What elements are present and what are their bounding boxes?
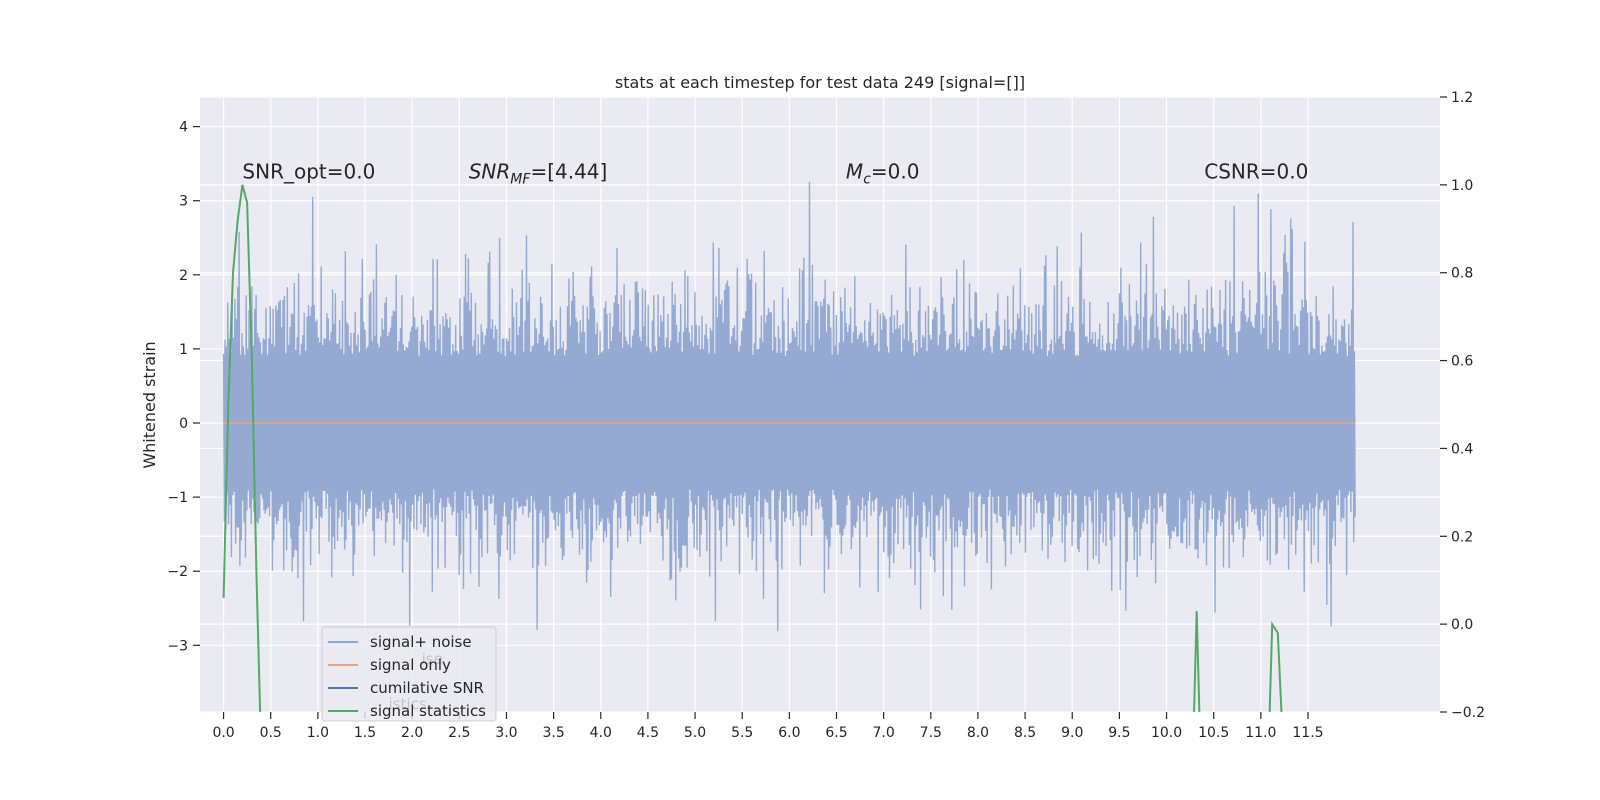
x-tick-label-3: 1.5 [354, 725, 376, 741]
x-tick-label-0: 0.0 [212, 725, 234, 741]
y2-ticks: −0.2 0.0 0.2 0.4 0.6 0.8 1.0 1.2 [1440, 90, 1485, 721]
x-tick-label-4: 2.0 [401, 725, 423, 741]
y2-tick-label-1: 0.0 [1451, 617, 1473, 633]
y2-tick-label-3: 0.4 [1451, 441, 1473, 457]
x-tick-label-5: 2.5 [448, 725, 470, 741]
chart-title: stats at each timestep for test data 249… [615, 73, 1025, 92]
y2-tick-label-5: 0.8 [1451, 266, 1473, 282]
y2-tick-label-6: 1.0 [1451, 178, 1473, 194]
y-tick-label-1: −2 [167, 564, 188, 580]
x-tick-label-2: 1.0 [307, 725, 329, 741]
annotation-2: Mc=0.0 [846, 160, 920, 188]
x-tick-label-13: 6.5 [825, 725, 847, 741]
x-tick-label-8: 4.0 [590, 725, 612, 741]
y2-tick-label-4: 0.6 [1451, 354, 1473, 370]
x-tick-label-21: 10.5 [1198, 725, 1229, 741]
x-tick-label-18: 9.0 [1061, 725, 1083, 741]
y2-tick-label-2: 0.2 [1451, 529, 1473, 545]
y2-tick-label-7: 1.2 [1451, 90, 1473, 106]
x-tick-label-23: 11.5 [1292, 725, 1323, 741]
series-line-0 [222, 181, 1356, 632]
y-tick-label-4: 1 [179, 342, 188, 358]
y-ticks: −3 −2 −1 0 1 2 3 4 [167, 120, 200, 654]
annotation-1: SNRMF=[4.44] [469, 160, 608, 188]
annotation-0: SNR_opt=0.0 [242, 160, 375, 184]
legend-label-1: signal only [370, 656, 451, 674]
series-line-3-seg-1 [1193, 610, 1201, 712]
y-tick-label-2: −1 [167, 490, 188, 506]
y-axis-label: Whitened strain [140, 341, 159, 468]
annotations: SNR_opt=0.0 SNRMF=[4.44] Mc=0.0 CSNR=0.0 [242, 160, 1308, 188]
legend-label-0: signal+ noise [370, 633, 472, 651]
x-tick-label-17: 8.5 [1014, 725, 1036, 741]
x-tick-label-22: 11.0 [1245, 725, 1276, 741]
x-tick-label-1: 0.5 [260, 725, 282, 741]
x-tick-label-12: 6.0 [778, 725, 800, 741]
x-tick-label-14: 7.0 [873, 725, 895, 741]
y-tick-label-5: 2 [179, 268, 188, 284]
x-tick-label-10: 5.0 [684, 725, 706, 741]
y-tick-label-3: 0 [179, 416, 188, 432]
annotation-3: CSNR=0.0 [1204, 160, 1308, 184]
x-tick-label-11: 5.5 [731, 725, 753, 741]
y-tick-label-7: 4 [179, 120, 188, 136]
x-tick-label-15: 7.5 [920, 725, 942, 741]
x-tick-label-6: 3.0 [495, 725, 517, 741]
x-tick-label-19: 9.5 [1108, 725, 1130, 741]
y-tick-label-0: −3 [167, 638, 188, 654]
x-tick-label-16: 8.0 [967, 725, 989, 741]
x-tick-label-20: 10.0 [1151, 725, 1182, 741]
y2-tick-label-0: −0.2 [1451, 705, 1485, 721]
legend-label-2: cumilative SNR [370, 679, 484, 697]
x-tick-label-9: 4.5 [637, 725, 659, 741]
x-tick-label-7: 3.5 [542, 725, 564, 741]
series-layer [222, 181, 1356, 712]
series-line-3-seg-2 [1268, 620, 1283, 712]
legend-label-3: signal statistics [370, 702, 486, 720]
y-tick-label-6: 3 [179, 194, 188, 210]
x-ticks: 0.0 0.5 1.0 1.5 2.0 2.5 3.0 3.5 4.0 4.5 5.0 5.5 6.0 6… [212, 712, 1324, 741]
series-line-3-seg-0 [222, 184, 262, 712]
legend-box [321, 626, 497, 722]
